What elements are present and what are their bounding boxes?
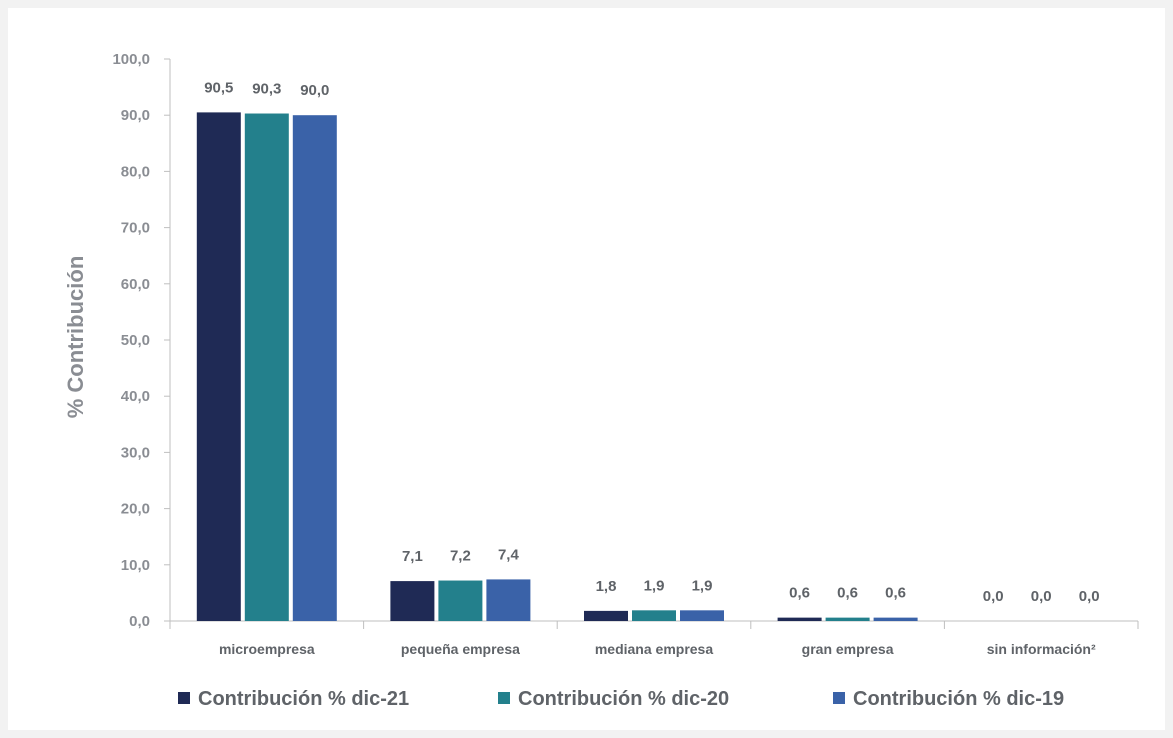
y-tick-label: 70,0 bbox=[121, 220, 150, 237]
legend-swatch bbox=[178, 692, 190, 704]
bar-value-label: 1,8 bbox=[596, 578, 617, 595]
x-axis: microempresa pequeña empresa mediana empre… bbox=[169, 620, 1139, 657]
legend-label: Contribución % dic-19 bbox=[853, 688, 1064, 710]
bar-value-label: 7,4 bbox=[498, 546, 520, 563]
bar bbox=[680, 610, 724, 621]
bar bbox=[584, 610, 628, 621]
x-category-label: pequeña empresa bbox=[401, 641, 520, 657]
bar bbox=[390, 581, 435, 621]
x-category-label: gran empresa bbox=[802, 641, 894, 657]
legend-label: Contribución % dic-21 bbox=[198, 688, 409, 710]
legend-swatch bbox=[498, 692, 510, 704]
bar bbox=[292, 115, 337, 621]
bar bbox=[632, 610, 676, 621]
y-tick-label: 10,0 bbox=[121, 557, 150, 574]
y-tick-label: 100,0 bbox=[112, 51, 150, 68]
bar bbox=[438, 580, 483, 621]
bar-value-label: 0,6 bbox=[837, 585, 858, 602]
bar bbox=[244, 113, 289, 621]
bar bbox=[777, 617, 822, 621]
bar-value-label: 7,2 bbox=[450, 548, 471, 565]
bar-value-label: 1,9 bbox=[692, 577, 713, 594]
legend-label: Contribución % dic-20 bbox=[518, 688, 729, 710]
bar-value-label: 1,9 bbox=[644, 577, 665, 594]
x-category-label: mediana empresa bbox=[595, 641, 713, 657]
bar bbox=[486, 579, 531, 621]
bar bbox=[825, 617, 870, 621]
bar-value-label: 90,5 bbox=[204, 79, 233, 96]
y-tick-label: 20,0 bbox=[121, 501, 150, 518]
legend-swatch bbox=[833, 692, 845, 704]
y-axis: 0,0 10,0 20,0 30,0 40,0 50,0 60,0 70,0 80,0 90,0 1… bbox=[112, 51, 171, 630]
bar-value-label: 0,6 bbox=[789, 585, 810, 602]
y-tick-label: 30,0 bbox=[121, 444, 150, 461]
y-tick-label: 60,0 bbox=[121, 276, 150, 293]
bar-value-label: 0,6 bbox=[885, 585, 906, 602]
bar-value-label: 7,1 bbox=[402, 548, 423, 565]
bars bbox=[196, 112, 918, 621]
legend: Contribución % dic-21 Contribución % dic-… bbox=[178, 688, 1064, 710]
bar-value-label: 90,0 bbox=[300, 82, 329, 99]
y-tick-label: 90,0 bbox=[121, 107, 150, 124]
bar bbox=[873, 617, 918, 621]
y-tick-label: 0,0 bbox=[129, 613, 150, 630]
bar bbox=[196, 112, 241, 621]
bar-value-label: 0,0 bbox=[1031, 588, 1052, 605]
bar-value-label: 90,3 bbox=[252, 81, 281, 98]
data-labels: 90,5 90,3 90,0 7,1 7,2 7,4 1,8 1,9 1,9 0,6 0,6 0,6 0… bbox=[204, 79, 1099, 605]
y-tick-label: 40,0 bbox=[121, 388, 150, 405]
y-tick-label: 80,0 bbox=[121, 163, 150, 180]
bar-value-label: 0,0 bbox=[983, 588, 1004, 605]
bar-value-label: 0,0 bbox=[1079, 588, 1100, 605]
x-category-label: sin información² bbox=[987, 641, 1096, 657]
y-axis-title: % Contribución bbox=[63, 256, 88, 419]
x-category-label: microempresa bbox=[219, 641, 315, 657]
y-tick-label: 50,0 bbox=[121, 332, 150, 349]
